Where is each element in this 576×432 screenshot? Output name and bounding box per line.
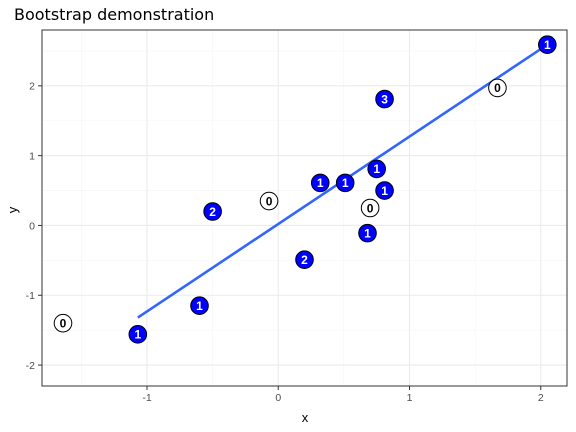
data-point-label: 1 (134, 328, 141, 342)
data-point-marker (53, 313, 73, 333)
data-point-marker (335, 173, 355, 193)
data-point-marker (203, 202, 222, 221)
data-point-label: 0 (367, 201, 374, 215)
data-point-label: 0 (60, 316, 67, 330)
data-point-label: 0 (494, 81, 501, 95)
y-tick-label: 0 (29, 220, 35, 232)
data-point-label: 3 (381, 92, 388, 106)
data-point: 1 (310, 173, 330, 193)
data-point-label: 2 (301, 253, 308, 267)
y-axis-title: y (5, 206, 20, 213)
data-point: 0 (360, 198, 380, 218)
data-point-label: 0 (266, 194, 273, 208)
data-point-marker (367, 159, 386, 179)
data-point-label: 1 (342, 176, 349, 190)
data-point: 1 (367, 159, 386, 179)
y-tick-label: -2 (26, 360, 35, 372)
data-point-label: 1 (381, 184, 388, 198)
data-point: 0 (259, 191, 279, 211)
data-point: 1 (190, 296, 209, 316)
y-tick-label: 1 (29, 150, 35, 162)
data-point-marker (538, 35, 557, 54)
data-point: 1 (538, 35, 557, 54)
data-point-marker (488, 78, 507, 98)
data-point-marker (259, 191, 279, 211)
data-point: 1 (375, 181, 394, 200)
data-point-marker (128, 325, 148, 344)
data-point: 0 (488, 78, 507, 98)
x-axis-title: x (302, 410, 309, 425)
data-point-marker (375, 181, 394, 200)
data-point-marker (375, 89, 394, 109)
data-point: 1 (128, 325, 148, 344)
x-tick-label: 0 (275, 392, 281, 404)
y-tick-label: 2 (29, 81, 35, 93)
chart-title: Bootstrap demonstration (14, 5, 214, 24)
plot-panel-border (41, 29, 568, 387)
data-point-label: 1 (317, 176, 324, 190)
y-tick-label: -1 (26, 290, 35, 302)
data-point-marker (360, 198, 380, 218)
data-point: 3 (375, 89, 394, 109)
x-tick-label: 1 (407, 392, 413, 404)
data-point: 1 (358, 223, 377, 243)
data-point: 1 (335, 173, 355, 193)
data-point-label: 1 (544, 38, 551, 52)
data-point-marker (358, 223, 377, 243)
data-point-marker (190, 296, 209, 316)
data-point-marker (295, 250, 314, 269)
x-tick-label: -1 (142, 392, 151, 404)
data-point: 2 (203, 202, 222, 221)
data-point-label: 1 (373, 162, 380, 176)
data-point: 0 (53, 313, 73, 333)
x-tick-label: 2 (538, 392, 544, 404)
data-point-label: 1 (196, 299, 203, 313)
data-point-label: 2 (209, 205, 216, 219)
data-point-label: 1 (364, 226, 371, 240)
data-point: 2 (295, 250, 314, 269)
data-point-marker (310, 173, 330, 193)
